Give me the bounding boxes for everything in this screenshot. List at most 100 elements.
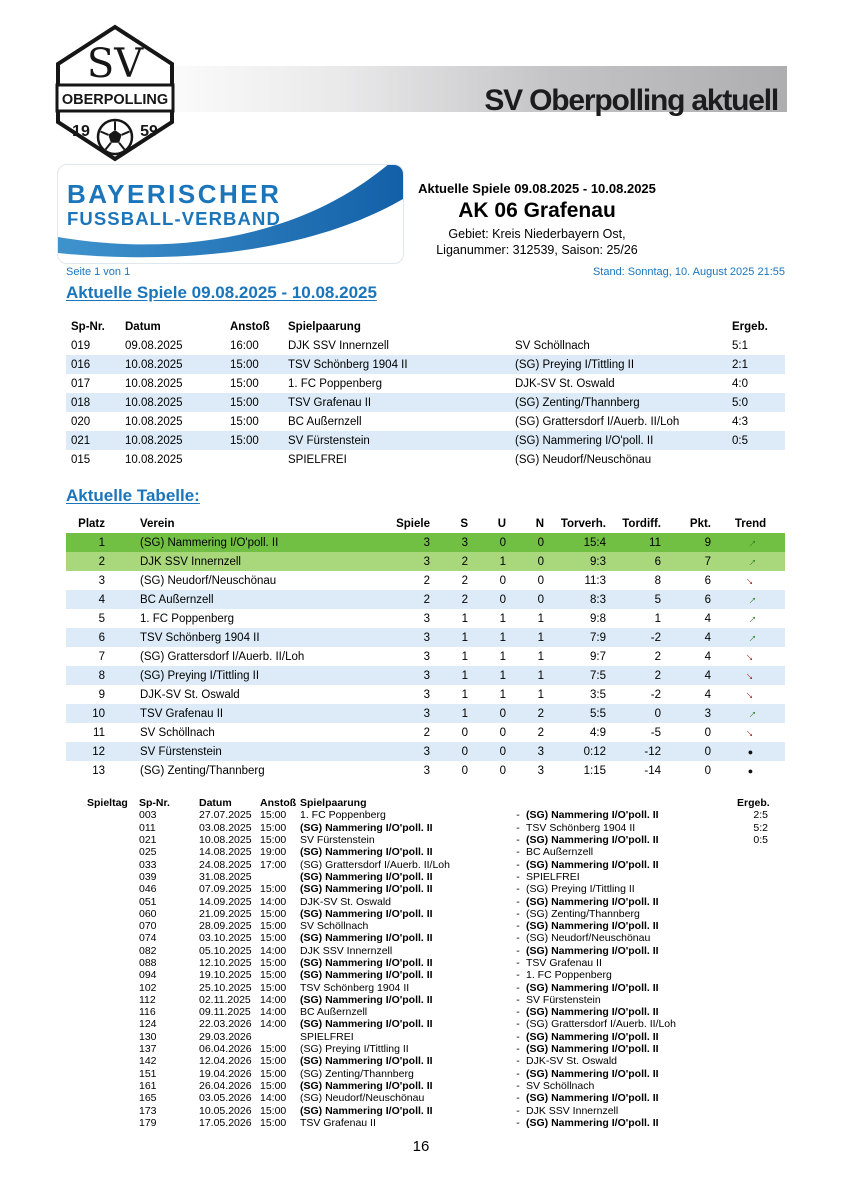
schedule-spieltag <box>85 822 137 834</box>
match-result: 5:1 <box>732 339 749 352</box>
standings-tordiff: 5 <box>654 593 661 606</box>
match-away-team: SV Schöllnach <box>515 339 590 352</box>
match-anstoss <box>225 450 283 469</box>
schedule-away-team: DJK-SV St. Oswald <box>526 1055 618 1068</box>
standings-torverh: 9:7 <box>590 650 606 663</box>
schedule-dash: - <box>516 1079 520 1092</box>
match-home-team: TSV Schönberg 1904 II <box>288 358 408 371</box>
standings-platz: 12 <box>92 745 105 758</box>
schedule-result <box>735 1018 773 1030</box>
schedule-datum: 14.08.2025 <box>199 846 252 859</box>
match-anstoss: 15:00 <box>230 434 259 447</box>
schedule-anstoss: 15:00 <box>260 1043 287 1056</box>
standings-heading: Aktuelle Tabelle: <box>66 486 200 505</box>
standings-unentschieden: 1 <box>499 612 506 625</box>
schedule-row: 011 03.08.2025 15:00 (SG) Nammering I/O'pol… <box>85 822 773 834</box>
standings-trend: → <box>716 590 785 609</box>
match-nr: 021 <box>71 434 91 447</box>
match-result: 5:0 <box>732 396 749 409</box>
schedule-away-team: (SG) Nammering I/O'poll. II <box>526 981 659 994</box>
schedule-row: 165 03.05.2026 14:00 (SG) Neudorf/Neuschöna… <box>85 1092 773 1104</box>
badge-year-left: 19 <box>72 123 90 140</box>
standings-verein: TSV Schönberg 1904 II <box>140 631 260 644</box>
standings-trend: → <box>716 666 785 685</box>
schedule-away-team: (SG) Nammering I/O'poll. II <box>526 834 659 847</box>
schedule-anstoss: 15:00 <box>260 1055 287 1068</box>
trend-down-icon: → <box>741 571 760 590</box>
standings-trend: → <box>716 704 785 723</box>
schedule-dash: - <box>516 993 520 1006</box>
match-anstoss: 15:00 <box>230 396 259 409</box>
schedule-spieltag <box>85 834 137 846</box>
col-siege: S <box>460 517 468 530</box>
match-result <box>727 450 785 469</box>
standings-row: 6 TSV Schönberg 1904 II 3 1 1 1 7:9 -2 4 → <box>66 628 785 647</box>
schedule-row: 046 07.09.2025 15:00 (SG) Nammering I/O'pol… <box>85 883 773 895</box>
schedule-away-team: 1. FC Poppenberg <box>526 969 612 982</box>
standings-row: 9 DJK-SV St. Oswald 3 1 1 1 3:5 -2 4 → <box>66 685 785 704</box>
trend-up-icon: → <box>741 704 760 723</box>
schedule-nr: 033 <box>139 858 157 871</box>
schedule-result: 0:5 <box>753 834 769 847</box>
schedule-datum: 25.10.2025 <box>199 981 252 994</box>
schedule-anstoss: 15:00 <box>260 834 287 847</box>
schedule-dash: - <box>516 895 520 908</box>
match-home-team: BC Außernzell <box>288 415 362 428</box>
stand-timestamp: Stand: Sonntag, 10. August 2025 21:55 <box>592 266 785 278</box>
schedule-spieltag <box>85 957 137 969</box>
schedule-away-team: TSV Schönberg 1904 II <box>526 821 636 834</box>
schedule-result <box>735 981 773 993</box>
col-torverh: Torverh. <box>560 517 606 530</box>
matches-header-row: Sp-Nr. Datum Anstoß Spielpaarung Ergeb. <box>66 317 785 336</box>
standings-unentschieden: 0 <box>499 764 506 777</box>
schedule-anstoss: 15:00 <box>260 1104 287 1117</box>
col-trend: Trend <box>734 517 767 530</box>
match-row: 017 10.08.2025 15:00 1. FC Poppenberg DJK-SV… <box>66 374 785 393</box>
competition-region: Gebiet: Kreis Niederbayern Ost, <box>448 227 626 241</box>
match-nr: 017 <box>71 377 91 390</box>
standings-unentschieden: 0 <box>499 593 506 606</box>
standings-row: 1 (SG) Nammering I/O'poll. II 3 3 0 0 15:4 11 9 → <box>66 533 785 552</box>
schedule-home-team: (SG) Nammering I/O'poll. II <box>300 1079 433 1092</box>
standings-spiele: 3 <box>423 707 430 720</box>
standings-niederlagen: 0 <box>537 593 544 606</box>
standings-verein: TSV Grafenau II <box>140 707 224 720</box>
standings-platz: 7 <box>98 650 105 663</box>
schedule-nr: 088 <box>139 957 157 969</box>
col-sp-nr: Sp-Nr. <box>71 320 105 333</box>
standings-unentschieden: 1 <box>499 631 506 644</box>
schedule-away-team: SV Fürstenstein <box>526 993 601 1006</box>
schedule-nr: 112 <box>139 993 156 1006</box>
standings-pkt: 3 <box>704 707 711 720</box>
schedule-home-team: (SG) Nammering I/O'poll. II <box>300 993 433 1006</box>
schedule-result <box>735 883 773 895</box>
schedule-row: 142 12.04.2026 15:00 (SG) Nammering I/O'pol… <box>85 1055 773 1067</box>
standings-torverh: 7:9 <box>590 631 606 644</box>
trend-up-icon: → <box>741 609 760 628</box>
schedule-spieltag <box>85 932 137 944</box>
schedule-nr: 151 <box>139 1067 157 1080</box>
schedule-result <box>735 1080 773 1092</box>
standings-spiele: 3 <box>423 631 430 644</box>
schedule-nr: 137 <box>139 1043 157 1056</box>
schedule-datum: 19.04.2026 <box>199 1067 252 1080</box>
schedule-row: 102 25.10.2025 15:00 TSV Schönberg 1904 II -… <box>85 981 773 994</box>
schedule-home-team: (SG) Nammering I/O'poll. II <box>300 846 433 859</box>
schedule-result <box>735 932 773 944</box>
standings-trend: → <box>716 685 785 704</box>
schedule-dash: - <box>516 1116 520 1129</box>
match-nr: 015 <box>71 453 91 466</box>
schedule-away-team: (SG) Nammering I/O'poll. II <box>526 809 659 822</box>
match-nr: 018 <box>71 396 91 409</box>
schedule-datum: 10.08.2025 <box>199 834 252 847</box>
schedule-anstoss: 15:00 <box>260 821 287 834</box>
schedule-away-team: TSV Grafenau II <box>526 957 602 969</box>
schedule-row: 137 06.04.2026 15:00 (SG) Preying I/Tittlin… <box>85 1043 773 1055</box>
schedule-datum: 19.10.2025 <box>199 969 252 982</box>
col-sp-nr: Sp-Nr. <box>139 797 170 810</box>
standings-trend: → <box>716 533 785 552</box>
col-pkt: Pkt. <box>689 517 711 530</box>
match-result: 4:3 <box>732 415 749 428</box>
standings-platz: 11 <box>93 726 105 739</box>
standings-niederlagen: 1 <box>537 688 544 701</box>
